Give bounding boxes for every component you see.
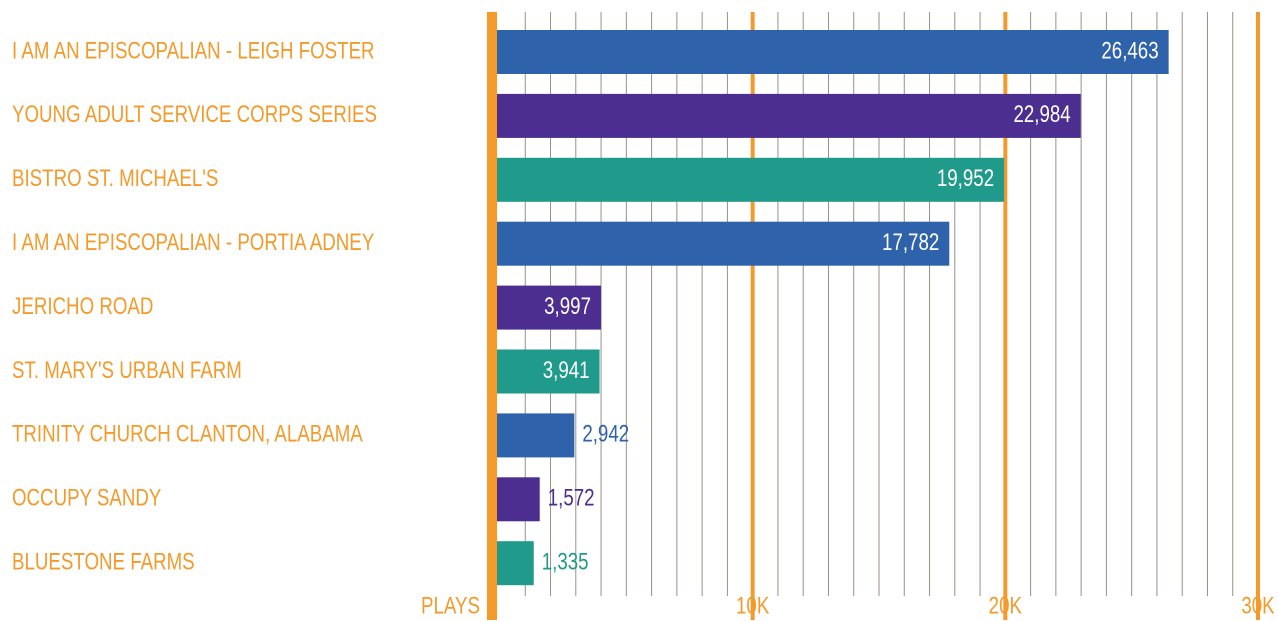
bar <box>497 157 1005 202</box>
x-axis-label: PLAYS <box>421 592 480 619</box>
value-label: 3,941 <box>543 357 590 384</box>
value-label: 19,952 <box>937 165 994 192</box>
value-label: 1,335 <box>542 548 589 575</box>
bar <box>497 541 534 586</box>
category-label: ST. MARY'S URBAN FARM <box>12 357 242 384</box>
value-label: 2,942 <box>582 421 629 448</box>
category-label: OCCUPY SANDY <box>12 484 161 511</box>
x-tick-label: 30K <box>1241 592 1275 619</box>
value-label: 3,997 <box>544 293 591 320</box>
bar <box>497 285 601 330</box>
bar <box>497 477 540 522</box>
value-label: 17,782 <box>882 229 939 256</box>
category-label: BISTRO ST. MICHAEL'S <box>12 165 218 192</box>
value-label: 1,572 <box>548 484 595 511</box>
bar <box>497 30 1169 74</box>
category-label: I AM AN EPISCOPALIAN - PORTIA ADNEY <box>12 229 374 256</box>
x-tick-label: 20K <box>989 592 1023 619</box>
category-label: TRINITY CHURCH CLANTON, ALABAMA <box>12 421 363 448</box>
x-tick-label: 10K <box>736 592 770 619</box>
value-label: 22,984 <box>1013 101 1070 128</box>
value-label: 26,463 <box>1101 37 1158 64</box>
category-label: I AM AN EPISCOPALIAN - LEIGH FOSTER <box>12 37 375 64</box>
bar <box>497 349 600 394</box>
bar <box>497 413 575 458</box>
category-label: BLUESTONE FARMS <box>12 548 195 575</box>
category-label: JERICHO ROAD <box>12 293 153 320</box>
bar <box>497 221 950 266</box>
category-label: YOUNG ADULT SERVICE CORPS SERIES <box>12 101 377 128</box>
bar <box>497 93 1081 138</box>
